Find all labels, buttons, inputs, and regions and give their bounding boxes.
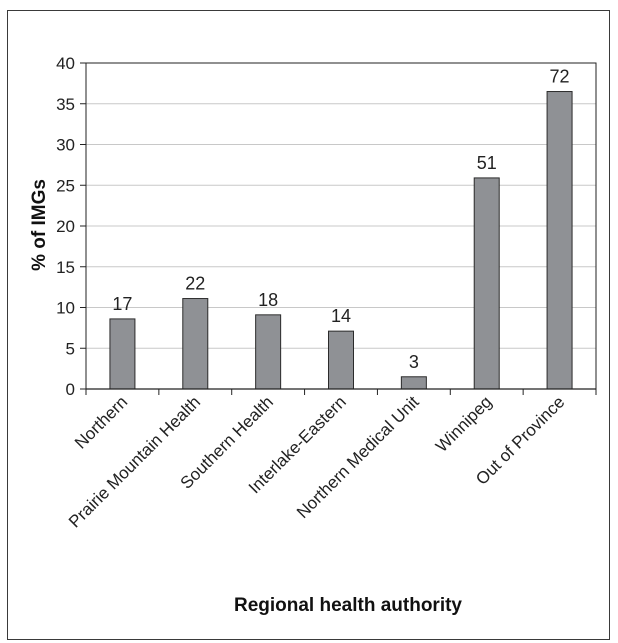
data-label: 18 bbox=[258, 290, 278, 310]
data-label: 22 bbox=[185, 274, 205, 294]
bar-winnipeg bbox=[473, 177, 500, 390]
data-label: 17 bbox=[112, 294, 132, 314]
x-tick-label: Winnipeg bbox=[432, 392, 496, 456]
bar-interlake-eastern bbox=[328, 330, 354, 390]
y-axis-title: % of IMGs bbox=[29, 179, 50, 271]
x-tick-label: Northern bbox=[71, 392, 131, 452]
data-labels: 17 22 18 14 3 51 72 bbox=[112, 67, 569, 372]
y-tick-label: 10 bbox=[56, 299, 75, 318]
x-axis-title: Regional health authority bbox=[234, 595, 462, 616]
chart-frame bbox=[7, 10, 610, 640]
y-tick-labels: 0 5 10 15 20 25 30 35 40 bbox=[56, 54, 75, 399]
y-tick-label: 25 bbox=[56, 176, 75, 195]
data-label: 3 bbox=[409, 352, 419, 372]
bar-out-of-province bbox=[546, 91, 573, 390]
bar-northern bbox=[109, 318, 136, 390]
data-label: 72 bbox=[550, 67, 570, 87]
y-tick-label: 20 bbox=[56, 217, 75, 236]
data-label: 51 bbox=[477, 153, 497, 173]
y-tick-label: 40 bbox=[56, 54, 75, 73]
y-tick-label: 5 bbox=[66, 339, 75, 358]
y-tick-label: 15 bbox=[56, 258, 75, 277]
axes bbox=[80, 62, 597, 395]
bar-southern-health bbox=[255, 314, 282, 390]
bar-prairie-mountain-health bbox=[182, 298, 209, 390]
data-label: 14 bbox=[331, 306, 351, 326]
y-tick-label: 30 bbox=[56, 136, 75, 155]
bar-northern-medical-unit bbox=[400, 376, 427, 390]
x-tick-label: Prairie Mountain Health bbox=[65, 392, 204, 531]
bars bbox=[109, 91, 573, 390]
y-tick-label: 0 bbox=[66, 380, 75, 399]
y-tick-label: 35 bbox=[56, 95, 75, 114]
gridlines bbox=[86, 62, 596, 349]
x-tick-label: Northern Medical Unit bbox=[293, 392, 423, 522]
